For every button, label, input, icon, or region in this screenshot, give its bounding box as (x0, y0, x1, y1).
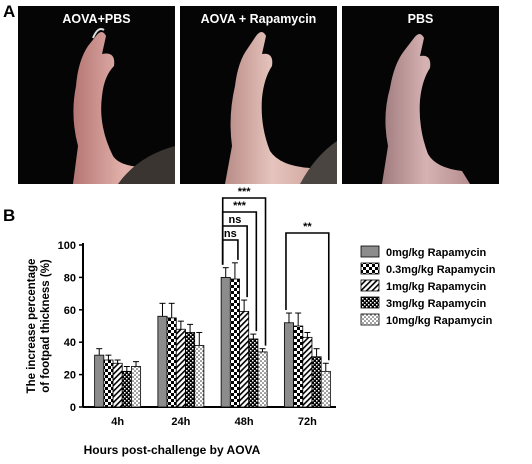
legend-swatch (360, 262, 380, 275)
x-tick-label: 24h (171, 416, 190, 428)
legend-entry: 0.3mg/kg Rapamycin (386, 264, 496, 276)
legend-swatch (360, 245, 380, 258)
y-tick-label: 80 (64, 272, 76, 284)
x-axis-label: Hours post-challenge by AOVA (84, 443, 261, 457)
legend-entry: 10mg/kg Rapamycin (386, 315, 493, 327)
bar (311, 356, 322, 408)
legend-entry: 3mg/kg Rapamycin (386, 298, 487, 310)
y-tick-label: 0 (70, 402, 76, 414)
significance-label: *** (238, 186, 252, 198)
bar (185, 332, 196, 408)
bar (121, 370, 132, 408)
y-axis-label: The increase percentage of footpad thickn… (26, 259, 52, 394)
significance-bracket (285, 232, 330, 361)
bar (257, 351, 268, 408)
bar (131, 366, 142, 408)
bar (175, 328, 186, 408)
y-axis-label-line: The increase percentage (26, 259, 38, 394)
photo-aova-pbs: AOVA+PBS (18, 6, 175, 184)
significance-bracket (221, 239, 239, 265)
paw-illustration (73, 28, 175, 184)
x-tick-label: 4h (111, 416, 124, 428)
legend-swatch (360, 296, 380, 309)
legend-entry: 1mg/kg Rapamycin (386, 281, 487, 293)
bar (157, 315, 168, 408)
bar (320, 370, 331, 408)
photo-label: AOVA+PBS (62, 12, 131, 26)
legend-entry: 0mg/kg Rapamycin (386, 247, 487, 259)
paw-illustration (382, 34, 470, 184)
bar (220, 276, 231, 408)
bar (302, 336, 313, 408)
significance-label: *** (233, 200, 247, 212)
y-tick-label: 60 (64, 305, 76, 317)
photo-pbs: PBS (342, 6, 499, 184)
legend-swatch (360, 279, 380, 292)
bar (103, 359, 114, 408)
y-tick-label: 20 (64, 370, 76, 382)
legend-swatch (360, 313, 380, 326)
bar (194, 345, 205, 408)
bar (94, 354, 105, 408)
significance-label: ns (229, 214, 242, 226)
photo-label: PBS (407, 12, 434, 26)
bar (112, 362, 123, 408)
x-tick-label: 72h (298, 416, 317, 428)
photo-label: AOVA + Rapamycin (200, 12, 317, 26)
x-tick-label: 48h (235, 416, 254, 428)
y-tick-label: 100 (58, 240, 76, 252)
y-axis-label-line: of footpad thickness (%) (40, 259, 52, 393)
bar (293, 325, 304, 408)
paw-illustration (225, 32, 337, 184)
bar (166, 317, 177, 408)
bar (283, 322, 294, 408)
significance-label: ** (303, 221, 312, 233)
panel-a-letter: A (3, 2, 16, 21)
bar (248, 338, 259, 408)
photo-aova-rapamycin: AOVA + Rapamycin (180, 6, 337, 184)
panel-b-letter: B (3, 206, 16, 225)
bar (229, 278, 240, 408)
bar (239, 311, 250, 408)
y-tick-label: 40 (64, 337, 76, 349)
significance-label: ns (224, 228, 237, 240)
